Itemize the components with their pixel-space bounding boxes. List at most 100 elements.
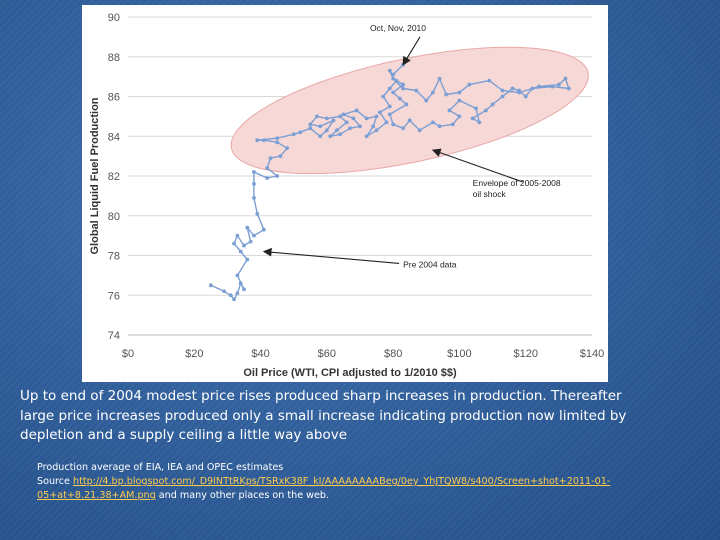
data-point — [384, 120, 389, 125]
data-point — [387, 68, 392, 73]
data-point — [530, 86, 535, 91]
data-point — [397, 96, 402, 101]
data-point — [242, 243, 246, 248]
data-point — [324, 128, 329, 133]
data-point — [235, 273, 240, 278]
data-point — [510, 86, 515, 91]
data-point — [500, 88, 505, 93]
y-axis-title: Global Liquid Fuel Production — [89, 97, 101, 254]
data-point — [523, 94, 528, 99]
data-point — [291, 132, 296, 137]
data-point — [431, 120, 435, 125]
annotation-arrow — [431, 148, 523, 183]
caption-line-2: large price increases produced only a sm… — [20, 407, 627, 424]
data-point — [407, 118, 412, 123]
caption-line-1: Up to end of 2004 modest price rises pro… — [20, 388, 622, 404]
data-point — [275, 174, 280, 178]
x-tick-label: $140 — [580, 348, 604, 360]
data-point — [490, 102, 495, 107]
data-point — [467, 82, 472, 87]
data-point — [318, 134, 323, 139]
y-tick-label: 74 — [108, 330, 120, 342]
x-tick-label: $120 — [513, 348, 537, 360]
data-point — [414, 88, 419, 93]
data-point — [391, 72, 396, 77]
data-point — [364, 116, 369, 121]
data-point — [324, 116, 329, 121]
data-point — [232, 241, 236, 246]
y-tick-label: 76 — [108, 290, 120, 302]
data-point — [351, 116, 356, 121]
x-tick-label: $80 — [384, 348, 402, 360]
x-tick-label: $20 — [185, 348, 203, 360]
data-point — [474, 106, 478, 111]
data-point — [556, 82, 561, 87]
data-point — [387, 112, 392, 117]
data-point — [235, 233, 240, 238]
y-tick-label: 80 — [108, 211, 120, 223]
data-point — [238, 249, 243, 254]
data-point — [401, 86, 405, 91]
data-point — [245, 257, 250, 262]
shock-envelope-ellipse — [230, 46, 589, 175]
annotation-label: Oct, Nov, 2010 — [370, 23, 426, 33]
data-point — [248, 239, 253, 244]
data-point — [252, 182, 256, 186]
x-tick-label: $40 — [251, 348, 269, 360]
data-point — [255, 211, 260, 216]
data-point — [331, 118, 336, 123]
data-point — [566, 86, 571, 91]
data-point — [437, 124, 442, 129]
y-tick-label: 90 — [108, 12, 120, 24]
data-point — [487, 78, 492, 83]
data-point — [374, 128, 379, 133]
data-point — [298, 130, 303, 135]
y-tick-label: 84 — [108, 131, 120, 143]
data-point — [255, 138, 260, 143]
data-point — [444, 92, 449, 97]
data-point — [228, 293, 233, 298]
data-point — [275, 136, 280, 141]
data-point — [394, 78, 399, 83]
annotation-label: Pre 2004 data — [403, 259, 457, 269]
data-point — [252, 195, 256, 200]
data-point — [278, 154, 283, 159]
data-point — [252, 170, 256, 174]
data-point — [338, 132, 343, 137]
data-point — [364, 134, 369, 139]
data-point — [318, 124, 323, 129]
source-link-continued[interactable]: 05+at+8.21.38+AM.png — [37, 490, 156, 501]
y-tick-label: 86 — [108, 92, 120, 104]
data-point — [424, 98, 429, 103]
data-point — [308, 126, 313, 131]
source-suffix: and many other places on the web. — [155, 490, 330, 501]
data-point — [265, 166, 270, 170]
data-point — [387, 104, 392, 109]
x-tick-label: $60 — [318, 348, 336, 360]
source-prefix: Source — [37, 476, 73, 487]
x-axis-title: Oil Price (WTI, CPI adjusted to 1/2010 $… — [243, 367, 457, 379]
data-point — [261, 138, 266, 143]
chart-figure: 74 76 78 80 82 84 86 88 90 $0 $20 $40 $60 $80 $100 $120… — [89, 12, 604, 379]
data-point — [457, 114, 462, 119]
slide-caption: Up to end of 2004 modest price rises pro… — [20, 387, 710, 446]
data-point — [550, 84, 555, 89]
data-point — [338, 114, 343, 119]
data-point — [537, 84, 541, 89]
data-point — [232, 297, 236, 302]
data-point — [484, 108, 488, 113]
data-point — [285, 146, 289, 151]
data-point — [391, 122, 396, 127]
data-point — [391, 76, 396, 81]
source-note: Production average of EIA, IEA and OPEC … — [37, 461, 697, 503]
data-point — [354, 108, 359, 113]
annotation-label-line2: oil shock — [473, 189, 507, 199]
source-link[interactable]: http://4.bp.blogspot.com/_D9lNTtRKps/TSR… — [73, 476, 611, 487]
data-point — [457, 98, 462, 103]
data-point — [387, 86, 392, 91]
annotation-arrow — [402, 36, 421, 66]
data-point — [358, 124, 362, 129]
data-point — [341, 112, 346, 117]
data-point — [265, 176, 270, 180]
data-point — [381, 94, 386, 99]
